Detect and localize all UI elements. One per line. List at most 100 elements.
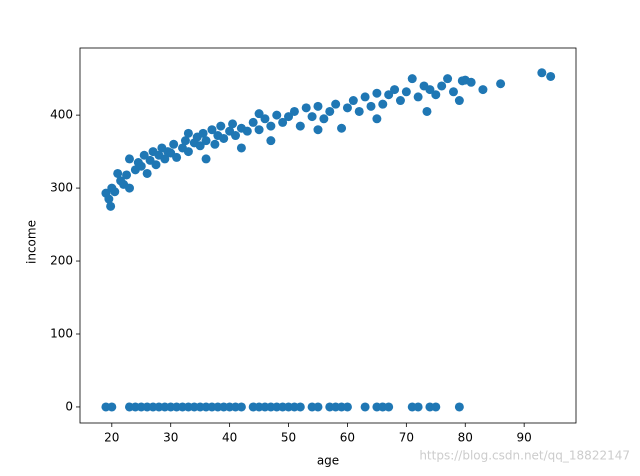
point [242, 126, 252, 136]
point [248, 117, 258, 127]
point [113, 168, 123, 178]
point [354, 106, 364, 116]
x-tick-label: 50 [281, 431, 296, 445]
point [124, 183, 134, 193]
point [431, 402, 441, 412]
x-tick-label: 30 [163, 431, 178, 445]
point [466, 77, 476, 87]
point [201, 136, 211, 146]
watermark: https://blog.csdn.net/qq_18822147 [419, 449, 630, 463]
point [407, 74, 417, 84]
point [122, 170, 132, 180]
point [425, 85, 435, 95]
point [236, 402, 246, 412]
point [195, 141, 205, 151]
y-tick-label: 0 [65, 399, 73, 413]
y-tick-label: 300 [50, 181, 73, 195]
point [295, 402, 305, 412]
y-axis-label: income [25, 220, 39, 264]
point [342, 103, 352, 113]
y-tick-label: 100 [50, 326, 73, 340]
point [301, 103, 311, 113]
point [210, 139, 220, 149]
point [319, 114, 329, 124]
point [106, 201, 116, 211]
point [295, 121, 305, 131]
point [236, 143, 246, 153]
plot-frame [79, 47, 577, 424]
point [325, 106, 335, 116]
point [360, 402, 370, 412]
point [231, 131, 241, 141]
point [136, 161, 146, 171]
point [390, 85, 400, 95]
point [413, 402, 423, 412]
point [384, 402, 394, 412]
point [360, 92, 370, 102]
point [160, 154, 170, 164]
point [289, 106, 299, 116]
point [443, 74, 453, 84]
x-tick-label: 20 [104, 431, 119, 445]
point [307, 112, 317, 122]
y-tick-label: 200 [50, 254, 73, 268]
point [110, 187, 120, 197]
point [366, 101, 376, 111]
point [180, 136, 190, 146]
point [201, 154, 211, 164]
point [372, 88, 382, 98]
point [151, 160, 161, 170]
point [378, 99, 388, 109]
point [183, 128, 193, 138]
point [266, 121, 276, 131]
point [313, 125, 323, 135]
point [284, 112, 294, 122]
point [260, 114, 270, 124]
point [537, 68, 547, 78]
point [104, 194, 114, 204]
point [395, 96, 405, 106]
point [454, 402, 464, 412]
point [183, 147, 193, 157]
point [331, 99, 341, 109]
point [422, 106, 432, 116]
point [254, 125, 264, 135]
y-tick-label: 400 [50, 108, 73, 122]
point [448, 87, 458, 97]
point [107, 402, 117, 412]
point [372, 114, 382, 124]
point [413, 92, 423, 102]
point [496, 79, 506, 89]
point [401, 87, 411, 97]
point [272, 110, 282, 120]
point [337, 123, 347, 133]
x-tick-label: 70 [399, 431, 414, 445]
point [478, 85, 488, 95]
x-tick-label: 90 [517, 431, 532, 445]
point [348, 96, 358, 106]
x-tick-label: 60 [340, 431, 355, 445]
point [219, 133, 229, 143]
point [342, 402, 352, 412]
point [124, 154, 134, 164]
point [228, 119, 238, 129]
x-axis-label: age [317, 454, 339, 468]
point [546, 71, 556, 81]
point [278, 117, 288, 127]
point [139, 150, 149, 160]
point [266, 136, 276, 146]
point [431, 90, 441, 100]
point [169, 139, 179, 149]
point [172, 152, 182, 162]
point [313, 402, 323, 412]
x-tick-label: 40 [222, 431, 237, 445]
point [437, 81, 447, 91]
point [142, 168, 152, 178]
x-tick-label: 80 [458, 431, 473, 445]
point [207, 125, 217, 135]
point [313, 101, 323, 111]
point [254, 109, 264, 119]
point [454, 96, 464, 106]
point [198, 128, 208, 138]
